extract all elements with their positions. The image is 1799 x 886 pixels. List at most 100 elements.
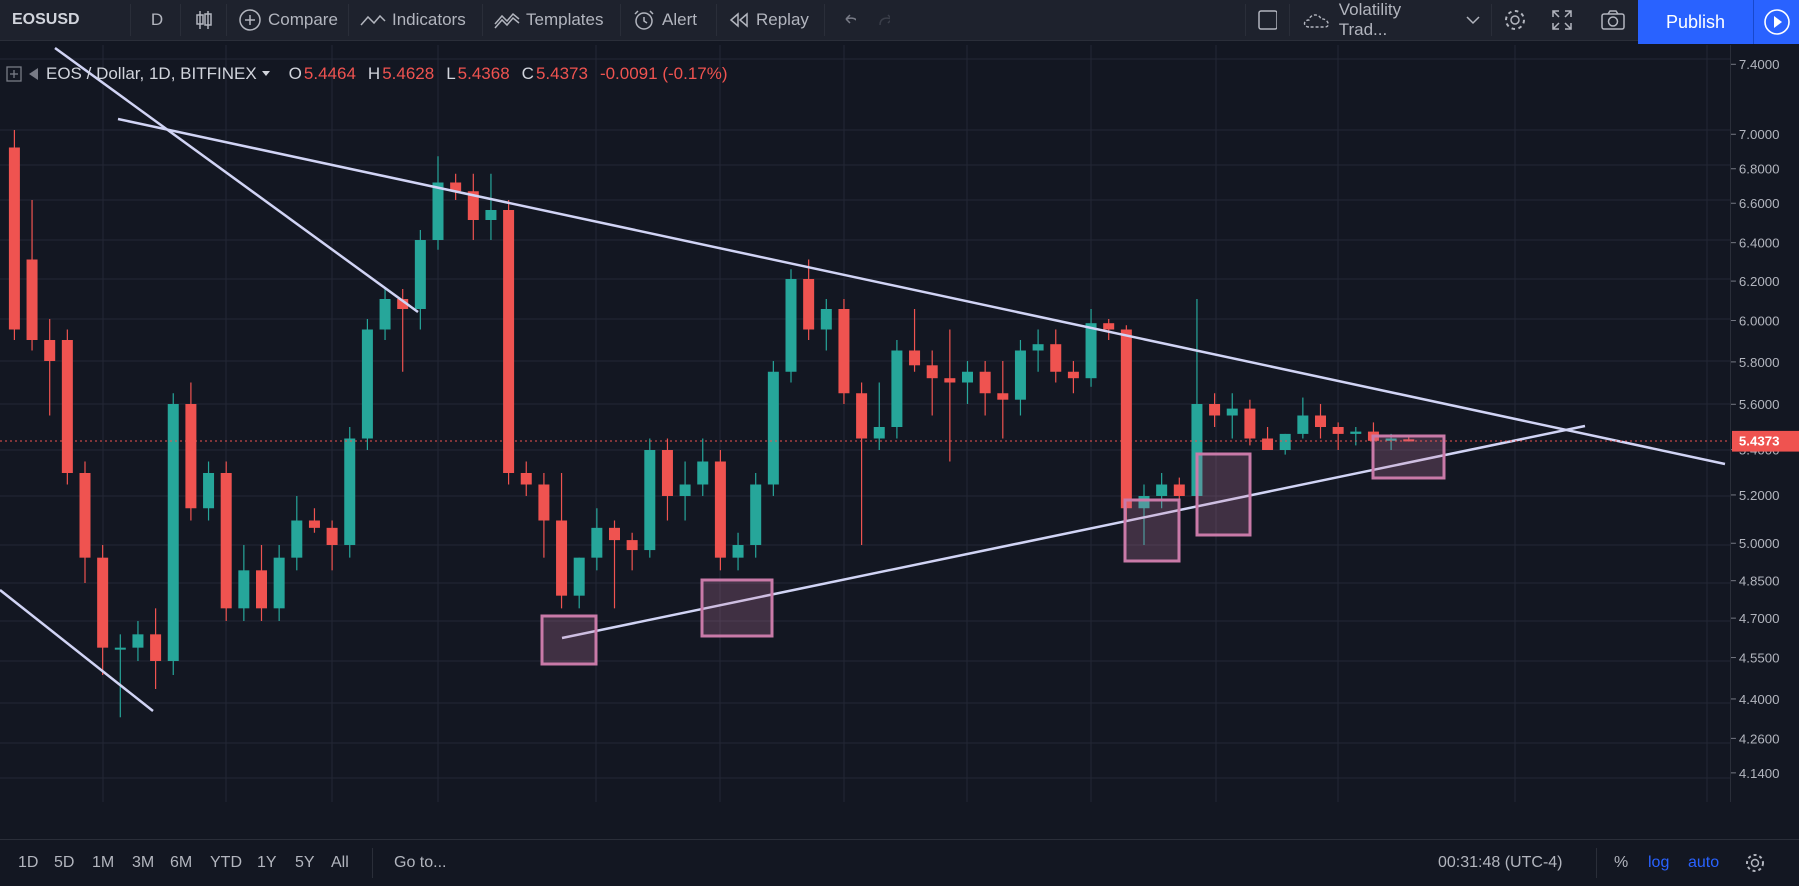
candle-body[interactable] — [891, 350, 903, 428]
candle-body[interactable] — [962, 371, 973, 383]
candle-body[interactable] — [1032, 344, 1044, 351]
candle-body[interactable] — [397, 299, 409, 309]
candle-body[interactable] — [308, 520, 320, 528]
candle-body[interactable] — [538, 484, 550, 521]
candle-body[interactable] — [503, 210, 515, 473]
candle-body[interactable] — [485, 210, 497, 220]
candle-body[interactable] — [609, 527, 620, 541]
candle-body[interactable] — [1050, 344, 1062, 372]
candle-body[interactable] — [803, 279, 815, 330]
candle-body[interactable] — [1209, 404, 1221, 416]
range-button-1m[interactable]: 1M — [92, 854, 115, 871]
templates-button[interactable]: Templates — [484, 0, 620, 40]
candle-body[interactable] — [256, 570, 267, 609]
candle-body[interactable] — [750, 484, 762, 546]
candle-body[interactable] — [556, 520, 568, 596]
symbol-title[interactable]: EOS / Dollar, 1D, BITFINEX — [46, 64, 257, 83]
candle-body[interactable] — [220, 473, 232, 609]
candle-body[interactable] — [291, 520, 303, 558]
caret-down-icon[interactable] — [261, 70, 271, 78]
undo-button[interactable] — [832, 0, 866, 40]
highlight-box[interactable] — [1195, 452, 1252, 537]
candle-body[interactable] — [344, 438, 356, 546]
highlight-box[interactable] — [540, 614, 598, 666]
candle-body[interactable] — [467, 191, 479, 220]
chart-style-button[interactable] — [182, 0, 226, 40]
log-toggle[interactable]: log — [1648, 840, 1669, 886]
candle-body[interactable] — [114, 647, 126, 650]
range-button-5y[interactable]: 5Y — [295, 854, 315, 871]
highlight-box[interactable] — [1371, 434, 1446, 480]
range-button-5d[interactable]: 5D — [54, 854, 75, 871]
publish-play-button[interactable] — [1753, 0, 1799, 44]
lower-left-trendline[interactable] — [0, 589, 154, 712]
candle-body[interactable] — [838, 309, 850, 394]
price-chart[interactable]: 132026Sep101724Oct81522Nov12 — [0, 45, 1730, 802]
snapshot-button[interactable] — [1590, 0, 1636, 40]
candle-body[interactable] — [414, 240, 426, 309]
fullscreen-layout-button[interactable] — [1247, 0, 1287, 40]
range-button-6m[interactable]: 6M — [170, 854, 193, 871]
candle-body[interactable] — [361, 329, 373, 439]
candle-body[interactable] — [679, 484, 691, 497]
candle-body[interactable] — [1067, 371, 1079, 379]
symbol-search[interactable]: EOSUSD — [2, 0, 132, 40]
candle-body[interactable] — [644, 450, 656, 551]
candle-body[interactable] — [44, 340, 56, 361]
candle-body[interactable] — [856, 393, 868, 439]
candle-body[interactable] — [61, 340, 73, 473]
auto-toggle[interactable]: auto — [1688, 840, 1719, 886]
highlight-box[interactable] — [1123, 498, 1181, 563]
candle-body[interactable] — [1350, 431, 1362, 434]
candle-body[interactable] — [326, 527, 338, 545]
candle-body[interactable] — [1262, 438, 1274, 451]
publish-button[interactable]: Publish — [1638, 0, 1753, 44]
candle-body[interactable] — [1085, 323, 1097, 379]
candle-body[interactable] — [1138, 496, 1150, 509]
candle-body[interactable] — [1226, 408, 1238, 416]
candle-body[interactable] — [1297, 415, 1309, 434]
candle-body[interactable] — [626, 540, 638, 551]
indicators-button[interactable]: Indicators — [350, 0, 480, 40]
candle-body[interactable] — [785, 279, 797, 372]
candle-body[interactable] — [150, 634, 162, 661]
candle-body[interactable] — [732, 545, 744, 558]
candle-body[interactable] — [26, 259, 38, 341]
candle-body[interactable] — [714, 461, 726, 558]
highlight-box[interactable] — [700, 578, 774, 638]
range-button-1y[interactable]: 1Y — [257, 854, 277, 871]
flag-icon[interactable] — [26, 66, 40, 82]
candle-body[interactable] — [1191, 404, 1203, 496]
collapse-legend-icon[interactable] — [6, 66, 22, 82]
candle-body[interactable] — [432, 182, 444, 241]
candle-body[interactable] — [1173, 484, 1185, 497]
candle-body[interactable] — [1244, 408, 1256, 439]
candle-body[interactable] — [167, 404, 179, 661]
range-button-3m[interactable]: 3M — [132, 854, 155, 871]
fullscreen-button[interactable] — [1540, 0, 1584, 40]
candle-body[interactable] — [1120, 329, 1132, 509]
candle-body[interactable] — [1014, 350, 1026, 400]
goto-button[interactable]: Go to... — [394, 840, 446, 886]
axis-settings-button[interactable] — [1744, 840, 1766, 886]
candle-body[interactable] — [979, 371, 991, 394]
compare-button[interactable]: Compare — [228, 0, 348, 40]
candle-body[interactable] — [185, 404, 197, 509]
candle-body[interactable] — [132, 634, 144, 648]
candle-body[interactable] — [820, 309, 832, 330]
support-trendline[interactable] — [561, 424, 1586, 640]
candle-body[interactable] — [1103, 323, 1115, 330]
candle-body[interactable] — [909, 350, 921, 366]
candle-body[interactable] — [1385, 438, 1397, 441]
candle-body[interactable] — [203, 473, 215, 509]
range-button-ytd[interactable]: YTD — [210, 854, 242, 871]
candle-body[interactable] — [926, 365, 938, 379]
candle-body[interactable] — [767, 371, 779, 485]
interval-button[interactable]: D — [134, 0, 180, 40]
candle-body[interactable] — [1332, 427, 1344, 434]
settings-button[interactable] — [1493, 0, 1537, 40]
layout-selector[interactable]: Volatility Trad... — [1291, 0, 1491, 40]
candle-body[interactable] — [1403, 439, 1415, 442]
candle-body[interactable] — [1315, 415, 1326, 428]
candle-body[interactable] — [520, 473, 532, 485]
